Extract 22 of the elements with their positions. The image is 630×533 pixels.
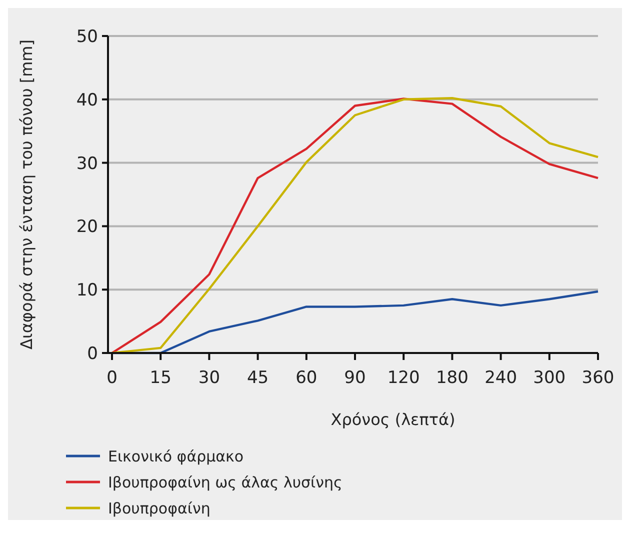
legend-label: Εικονικό φάρμακο bbox=[108, 447, 244, 466]
x-tick-label: 300 bbox=[533, 368, 566, 388]
x-tick-label: 45 bbox=[246, 368, 269, 388]
x-tick-label: 30 bbox=[198, 368, 220, 388]
x-tick-label: 180 bbox=[436, 368, 468, 388]
x-tick-label: 90 bbox=[344, 368, 366, 388]
x-tick-label: 0 bbox=[106, 368, 118, 388]
x-axis-title: Χρόνος (λεπτά) bbox=[330, 410, 456, 429]
y-tick-label: 10 bbox=[76, 280, 98, 301]
x-tick-label: 240 bbox=[484, 368, 518, 388]
x-tick-label: 120 bbox=[387, 368, 420, 388]
legend-label: Ιβουπροφαίνη bbox=[108, 499, 210, 518]
y-tick-label: 30 bbox=[76, 154, 98, 174]
y-tick-label: 40 bbox=[76, 90, 98, 110]
y-tick-label: 0 bbox=[87, 344, 98, 364]
y-axis-title: Διαφορά στην ένταση του πόνου [mm] bbox=[17, 39, 36, 350]
legend-label: Ιβουπροφαίνη ως άλας λυσίνης bbox=[108, 473, 342, 492]
y-tick-label: 20 bbox=[76, 217, 98, 238]
y-tick-label: 50 bbox=[76, 26, 98, 47]
x-tick-label: 60 bbox=[296, 368, 318, 388]
x-tick-label: 360 bbox=[582, 368, 614, 388]
x-tick-label: 15 bbox=[150, 368, 172, 388]
